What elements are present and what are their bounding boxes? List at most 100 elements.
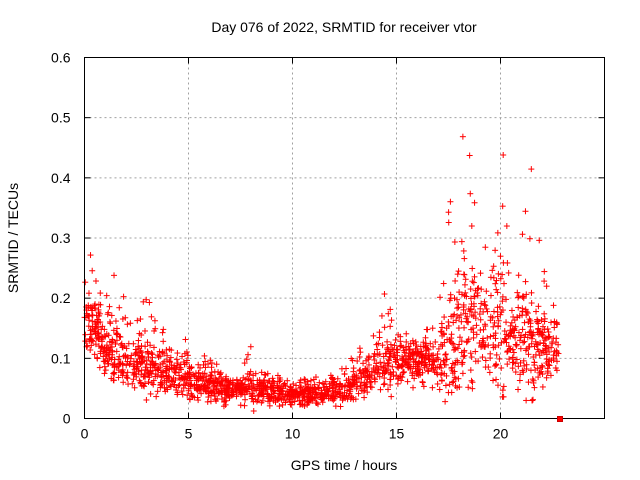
data-point [331, 388, 338, 395]
data-point [534, 346, 541, 353]
data-point [473, 322, 480, 329]
data-point [449, 360, 456, 367]
data-point [307, 377, 314, 384]
data-point [351, 373, 358, 380]
data-point [387, 341, 394, 348]
data-point [467, 295, 474, 302]
data-point [529, 396, 536, 403]
data-point [404, 378, 411, 385]
y-tick-label: 0.3 [51, 230, 71, 246]
data-point [346, 390, 353, 397]
data-point [519, 293, 526, 300]
data-point [457, 311, 464, 318]
data-point [442, 382, 449, 389]
data-point [334, 375, 341, 382]
data-point [252, 370, 259, 377]
data-point [474, 292, 481, 299]
data-point [441, 339, 448, 346]
data-point [148, 313, 155, 320]
data-point [260, 378, 267, 385]
data-point [135, 337, 142, 344]
data-point [512, 341, 519, 348]
data-point [255, 392, 262, 399]
x-tick-labels: 0 5 10 15 20 [81, 426, 509, 442]
data-point [126, 361, 133, 368]
data-point [178, 366, 185, 373]
data-point [490, 308, 497, 315]
data-point [145, 353, 152, 360]
data-point [222, 397, 229, 404]
data-point [467, 350, 474, 357]
data-point [167, 383, 174, 390]
data-point [464, 319, 471, 326]
data-point [487, 350, 494, 357]
data-point [459, 133, 466, 140]
data-point [537, 339, 544, 346]
data-point [410, 384, 417, 391]
data-point [490, 377, 497, 384]
data-point [546, 362, 553, 369]
data-point [145, 378, 152, 385]
data-point [166, 366, 173, 373]
data-point [461, 324, 468, 331]
data-point [91, 351, 98, 358]
data-point [517, 345, 524, 352]
data-point [387, 376, 394, 383]
data-point [361, 394, 368, 401]
data-point [248, 390, 255, 397]
data-point [492, 361, 499, 368]
data-point [123, 362, 130, 369]
x-tick-label: 5 [185, 426, 193, 442]
data-point [482, 341, 489, 348]
data-point [208, 375, 215, 382]
data-point [148, 350, 155, 357]
data-point [479, 337, 486, 344]
data-point [413, 342, 420, 349]
data-point [121, 343, 128, 350]
data-point [210, 380, 217, 387]
data-point [451, 239, 458, 246]
data-point [120, 293, 127, 300]
data-point [116, 304, 123, 311]
data-point [530, 354, 537, 361]
data-point [146, 374, 153, 381]
data-point [163, 369, 170, 376]
data-point [526, 235, 533, 242]
data-point [463, 318, 470, 325]
data-point [160, 368, 167, 375]
data-point [345, 393, 352, 400]
data-point [241, 402, 248, 409]
data-point [150, 377, 157, 384]
data-point [539, 323, 546, 330]
data-point [357, 366, 364, 373]
data-point [415, 350, 422, 357]
data-point [340, 393, 347, 400]
data-point [547, 372, 554, 379]
data-point [400, 356, 407, 363]
data-point [178, 388, 185, 395]
data-point [499, 203, 506, 210]
data-point [421, 362, 428, 369]
data-point [497, 253, 504, 260]
marker-square-icon [557, 416, 563, 422]
data-point [195, 361, 202, 368]
data-point [447, 198, 454, 205]
data-point [103, 292, 110, 299]
data-point [449, 340, 456, 347]
data-point [291, 398, 298, 405]
data-point [102, 367, 109, 374]
data-point [292, 388, 299, 395]
data-point [167, 354, 174, 361]
data-point [149, 367, 156, 374]
data-point [204, 398, 211, 405]
data-point [505, 343, 512, 350]
data-point [179, 353, 186, 360]
data-point [371, 356, 378, 363]
data-point [376, 329, 383, 336]
data-point [304, 385, 311, 392]
data-point [420, 343, 427, 350]
data-point [130, 358, 137, 365]
data-point [540, 349, 547, 356]
data-point [538, 331, 545, 338]
data-point [371, 350, 378, 357]
